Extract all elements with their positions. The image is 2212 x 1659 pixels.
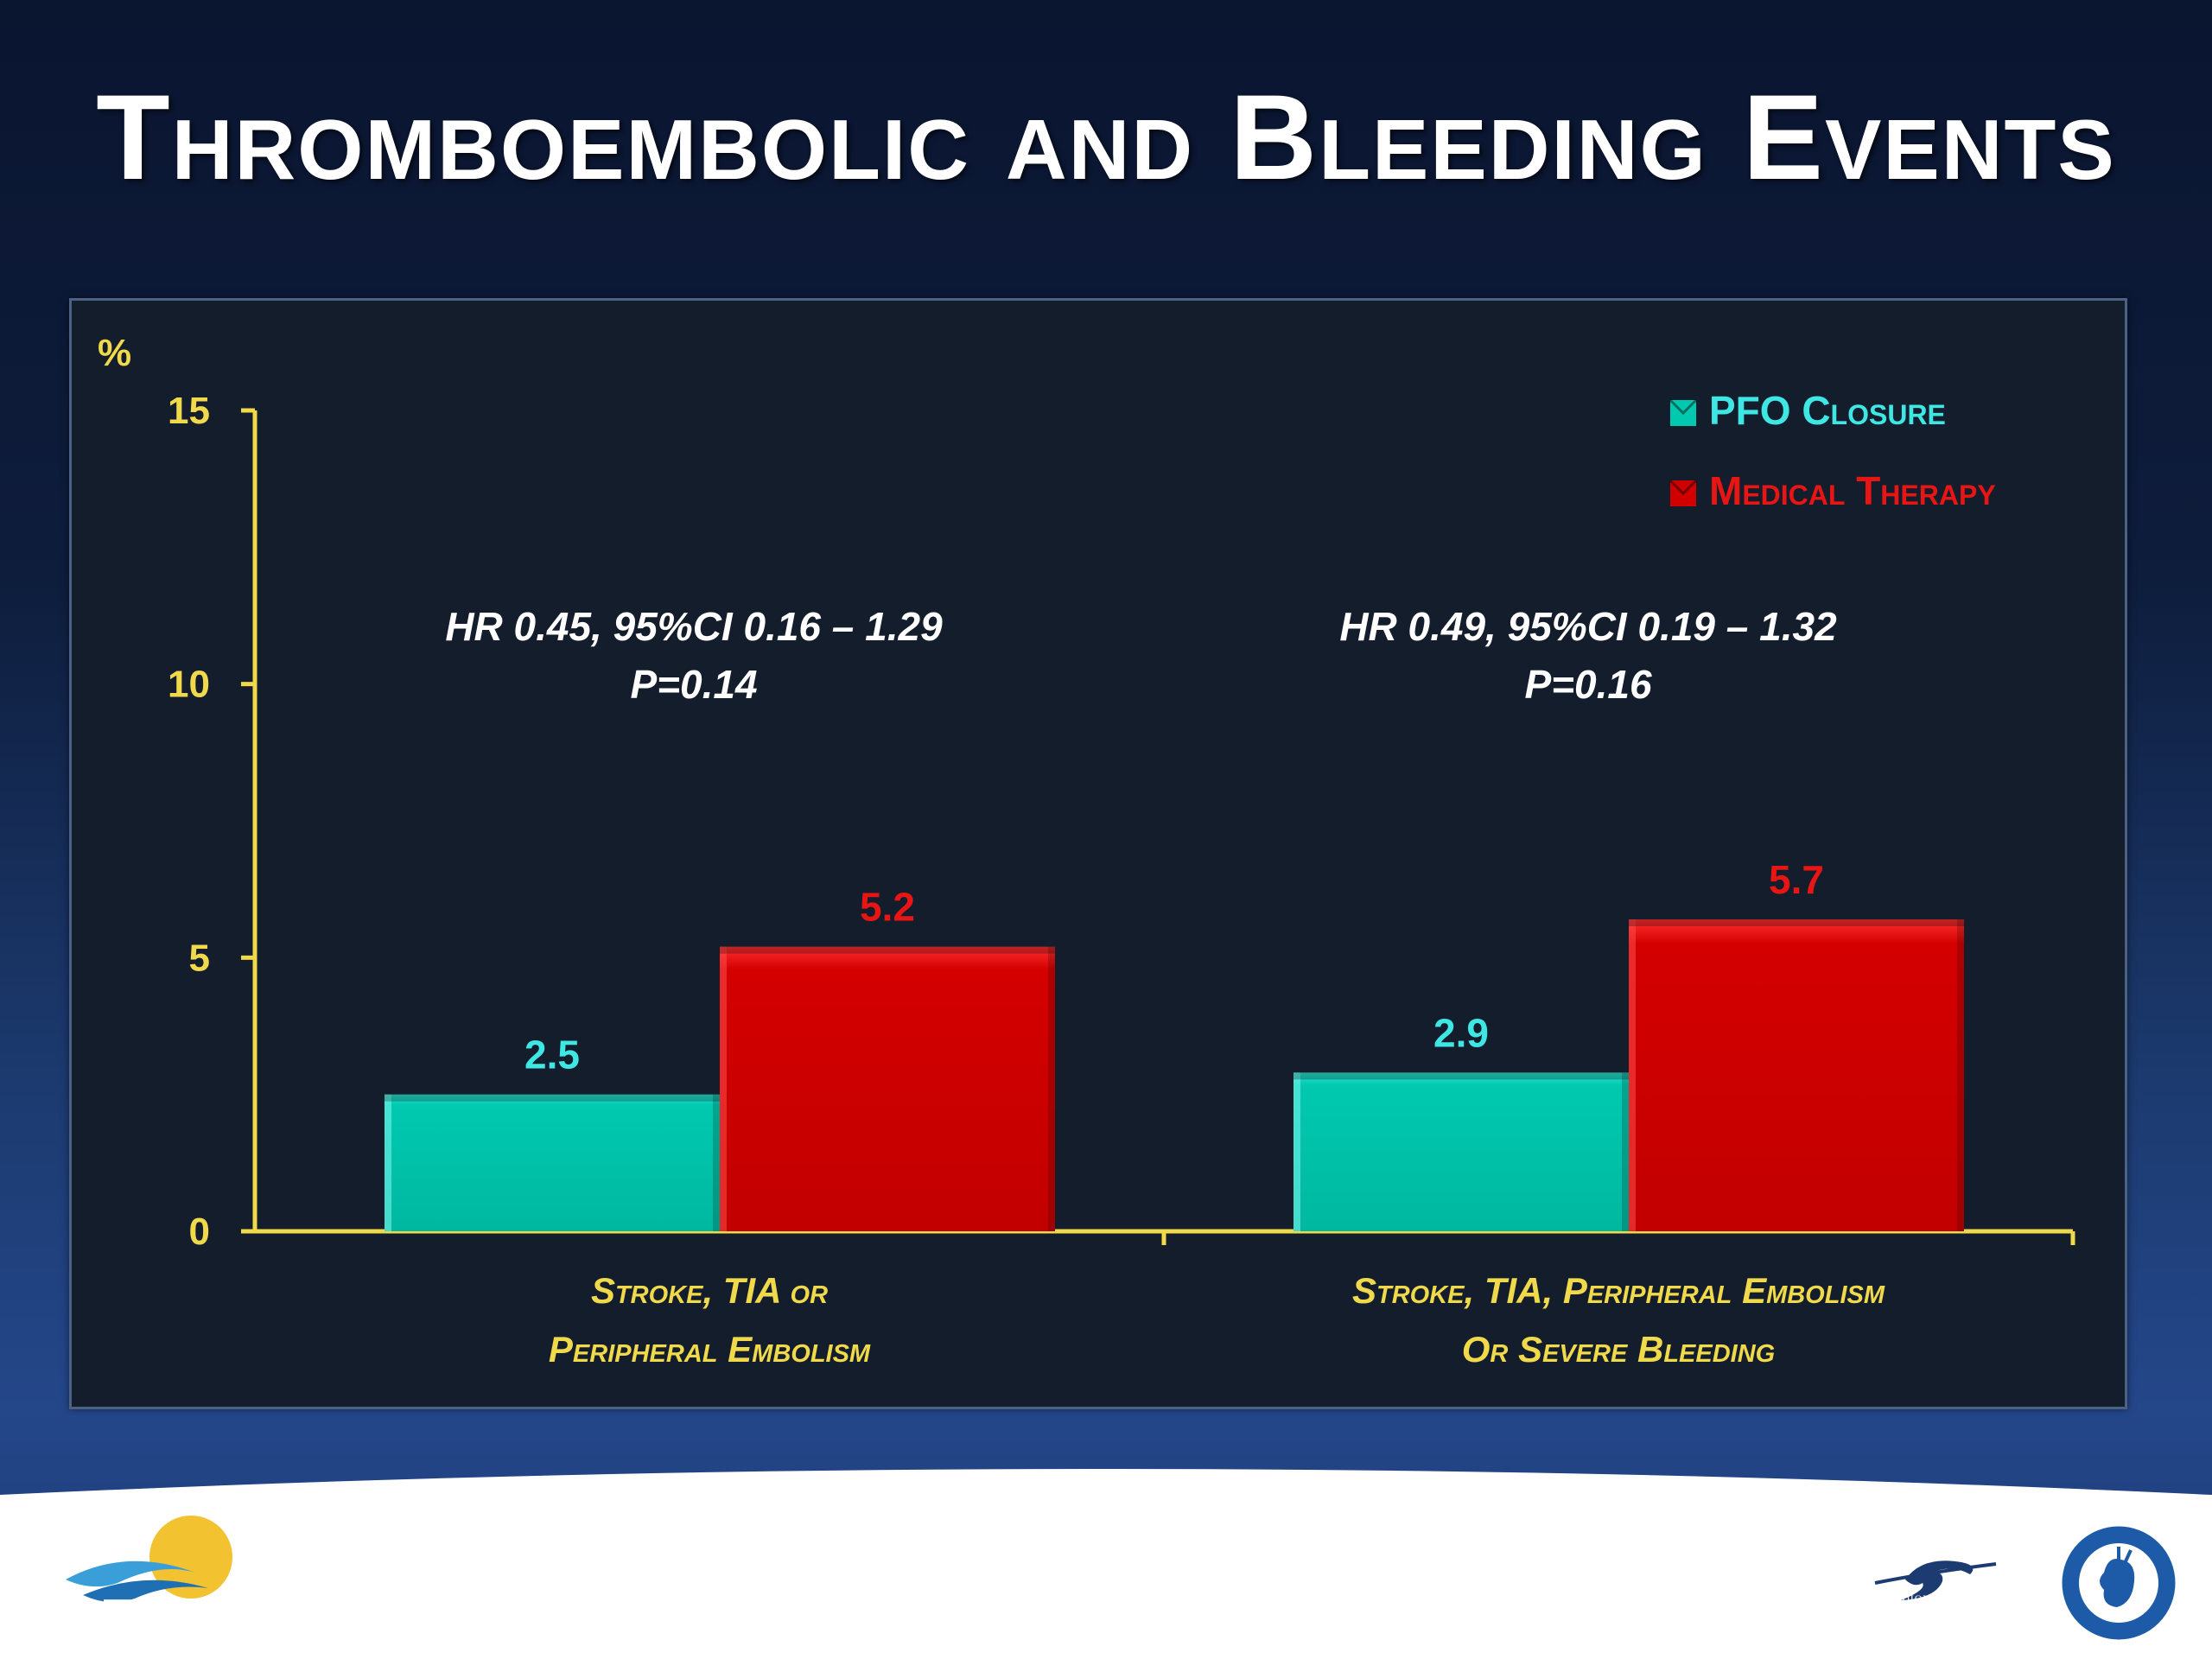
y-tick-label: 5 [189, 937, 210, 979]
legend-swatch-medical-therapy [1670, 480, 1696, 506]
bar-medical-therapy [1629, 919, 1964, 1231]
bar-pfo-closure [385, 1094, 720, 1231]
legend-swatch-bevel [1669, 479, 1698, 496]
x-category-label: Stroke, TIA or [591, 1270, 828, 1311]
hazard-ratio-annotation: HR 0.45, 95%CI 0.16 – 1.29 [445, 604, 943, 649]
bar-value-label: 5.2 [860, 885, 915, 930]
bar-bevel-right [1622, 1072, 1629, 1231]
legend-label-pfo-closure: PFO Closure [1709, 388, 1946, 433]
bar-bevel-top [1629, 919, 1964, 926]
bar-bevel-left [1629, 919, 1636, 1231]
bar-bevel-right [1048, 946, 1055, 1231]
bar-bevel-right [713, 1094, 720, 1231]
bar-bevel-left [385, 1094, 391, 1231]
footer-wave [0, 1469, 2212, 1659]
x-category-label: Or Severe Bleeding [1462, 1329, 1776, 1370]
tct2012-logo-text: TCT2012 [35, 1589, 247, 1649]
legend-label-medical-therapy: Medical Therapy [1709, 468, 1996, 513]
bar-bevel-left [1294, 1072, 1300, 1231]
y-unit-label: % [98, 332, 131, 374]
legend-swatch-bevel [1669, 398, 1698, 416]
bar-bevel-top [385, 1094, 720, 1102]
acc-seal-logo [2057, 1522, 2180, 1644]
bar-medical-therapy [720, 946, 1055, 1231]
bar-bevel-right [1957, 919, 1964, 1231]
bar-bevel-left [720, 946, 727, 1231]
slide-title: Thromboembolic and Bleeding Events [96, 69, 2116, 205]
chart-panel: 0 5 10 15% 2.5 5.2 Stroke, TIA or Peripheral E… [69, 298, 2127, 1409]
y-tick-label: 0 [189, 1211, 210, 1253]
crf-name-line2: RESEARCH FOUNDATION [1860, 1605, 2001, 1618]
bar-pfo-closure [1294, 1072, 1629, 1231]
legend-swatch-pfo-closure [1670, 400, 1696, 426]
bar-bevel-top [1294, 1072, 1629, 1080]
hazard-ratio-annotation: HR 0.49, 95%CI 0.19 – 1.32 [1339, 604, 1837, 649]
tct-wave-logo [66, 1516, 232, 1603]
y-tick-label: 10 [168, 664, 210, 706]
bar-chart: 0 5 10 15% 2.5 5.2 Stroke, TIA or Peripheral E… [98, 332, 2075, 1370]
bar-value-label: 2.9 [1433, 1010, 1489, 1055]
bar-bevel-top [720, 946, 1055, 954]
x-category-label: Stroke, TIA, Peripheral Embolism [1352, 1270, 1885, 1311]
crf-name: CARDIOVASCULAR RESEARCH FOUNDATION [1832, 1592, 2031, 1618]
bar-value-label: 2.5 [524, 1033, 580, 1077]
p-value-annotation: P=0.14 [630, 662, 757, 707]
crf-name-line1: CARDIOVASCULAR [1878, 1592, 1985, 1605]
crf-swirl-logo [1874, 1560, 1997, 1600]
y-tick-label: 15 [168, 390, 210, 432]
x-category-label: Peripheral Embolism [549, 1329, 871, 1370]
crf-tagline: a passion for innovation [1885, 1626, 1978, 1637]
p-value-annotation: P=0.16 [1524, 662, 1651, 707]
bar-value-label: 5.7 [1769, 857, 1824, 902]
